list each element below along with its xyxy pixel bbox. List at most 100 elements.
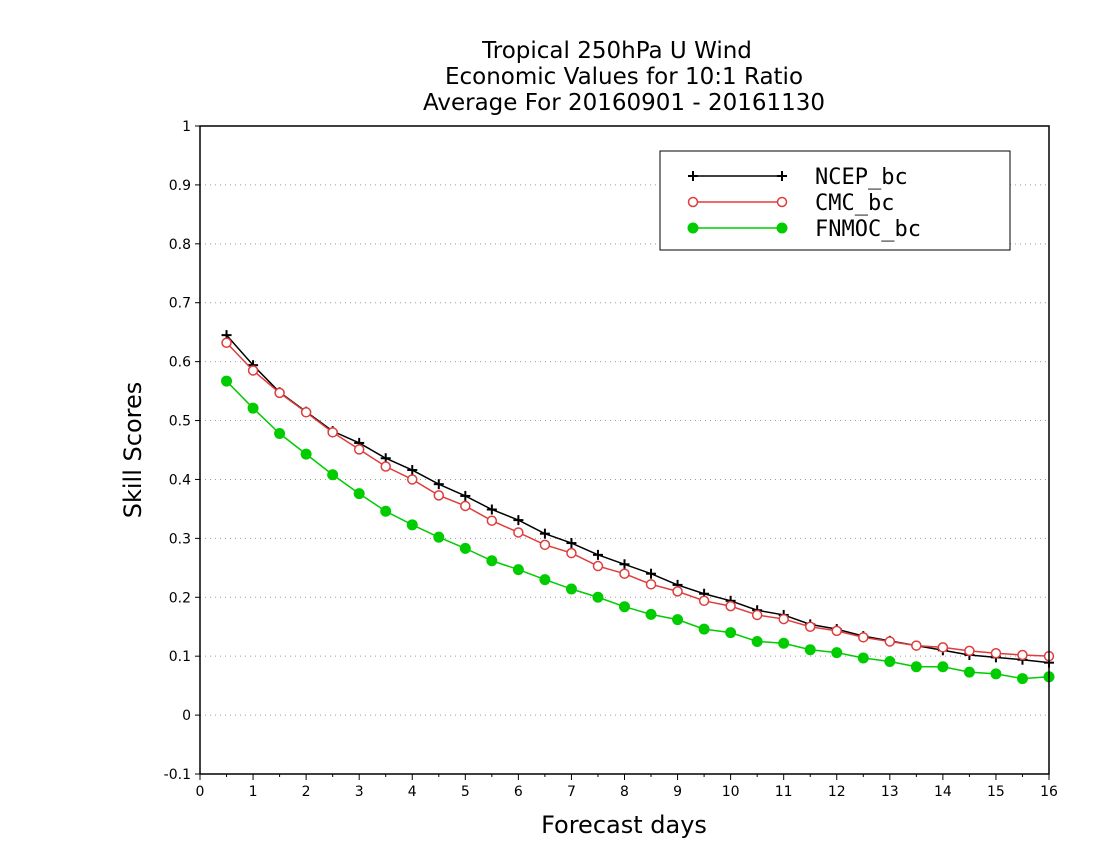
title-line-2: Economic Values for 10:1 Ratio xyxy=(445,64,803,90)
x-tick-label: 5 xyxy=(461,784,470,800)
data-point-cmc-bc xyxy=(433,490,445,501)
legend-label: NCEP_bc xyxy=(815,165,908,190)
legend-marker xyxy=(777,171,787,181)
data-point-cmc-bc xyxy=(751,609,763,621)
data-point-fnmoc-bc xyxy=(274,428,286,440)
data-point-fnmoc-bc xyxy=(300,448,312,460)
y-tick-label: 0 xyxy=(182,708,191,724)
y-tick-label: 0.9 xyxy=(169,178,191,194)
x-tick-label: 14 xyxy=(934,784,952,800)
data-point-fnmoc-bc xyxy=(247,402,259,414)
legend-marker xyxy=(687,196,699,208)
legend-marker xyxy=(688,171,698,181)
y-tick-label: 0.1 xyxy=(169,649,191,665)
x-tick-label: 9 xyxy=(673,784,682,800)
data-point-cmc-bc xyxy=(1017,649,1028,661)
data-point-fnmoc-bc xyxy=(831,647,843,659)
data-point-fnmoc-bc xyxy=(406,519,418,531)
data-point-cmc-bc xyxy=(672,586,683,597)
y-tick-label: -0.1 xyxy=(164,767,191,783)
data-point-fnmoc-bc xyxy=(1016,673,1028,685)
data-point-fnmoc-bc xyxy=(512,564,524,576)
data-point-cmc-bc xyxy=(353,444,365,455)
data-point-cmc-bc xyxy=(937,642,949,653)
chart-title: Tropical 250hPa U Wind Economic Values f… xyxy=(423,38,825,116)
data-point-fnmoc-bc xyxy=(433,531,445,543)
series-cmc-bc xyxy=(221,337,1055,662)
data-point-cmc-bc xyxy=(486,515,498,526)
x-tick-label: 1 xyxy=(249,784,258,800)
x-tick-label: 12 xyxy=(828,784,846,800)
series-line-cmc-bc xyxy=(225,342,1050,657)
legend-label: CMC_bc xyxy=(815,191,894,216)
y-tick-label: 0.7 xyxy=(169,296,191,312)
legend-item-cmc-bc: CMC_bc xyxy=(687,191,894,216)
data-point-cmc-bc xyxy=(804,621,816,632)
data-point-cmc-bc xyxy=(831,625,842,637)
legend-box xyxy=(659,150,1011,251)
data-point-fnmoc-bc xyxy=(804,644,816,656)
data-point-fnmoc-bc xyxy=(884,655,896,667)
data-point-fnmoc-bc xyxy=(910,661,922,673)
x-tick-label: 6 xyxy=(514,784,523,800)
data-point-cmc-bc xyxy=(884,636,896,647)
data-point-fnmoc-bc xyxy=(725,627,737,639)
data-point-fnmoc-bc xyxy=(459,542,471,554)
y-tick-label: 0.5 xyxy=(169,414,191,430)
legend-marker xyxy=(776,196,788,208)
data-point-ncep-bc xyxy=(460,490,471,501)
y-tick-label: 0.8 xyxy=(169,237,191,253)
data-point-cmc-bc xyxy=(566,547,577,559)
x-tick-label: 15 xyxy=(987,784,1005,800)
data-point-fnmoc-bc xyxy=(619,601,630,613)
data-point-ncep-bc xyxy=(513,515,524,526)
data-point-cmc-bc xyxy=(964,645,975,657)
x-axis: 0 1 2 3 4 5 6 7 8 9 10 11 12 13 14 15 16 xyxy=(196,774,1058,800)
data-point-ncep-bc xyxy=(407,465,418,476)
x-tick-label: 16 xyxy=(1040,784,1058,800)
x-tick-label: 3 xyxy=(355,784,364,800)
series-ncep-bc xyxy=(221,330,1054,668)
data-point-ncep-bc xyxy=(486,504,497,515)
data-point-fnmoc-bc xyxy=(221,375,233,387)
data-point-cmc-bc xyxy=(858,632,869,643)
data-point-cmc-bc xyxy=(247,365,259,376)
data-point-fnmoc-bc xyxy=(486,555,498,567)
x-tick-label: 0 xyxy=(196,784,205,800)
data-point-ncep-bc xyxy=(433,479,444,490)
data-point-cmc-bc xyxy=(274,387,285,399)
legend-marker xyxy=(687,222,699,234)
data-point-fnmoc-bc xyxy=(963,666,975,678)
data-point-fnmoc-bc xyxy=(592,591,604,603)
data-point-cmc-bc xyxy=(460,500,471,512)
data-point-ncep-bc xyxy=(566,538,577,549)
y-axis-label: Skill Scores xyxy=(119,382,147,519)
data-point-fnmoc-bc xyxy=(698,623,710,635)
data-point-cmc-bc xyxy=(911,640,922,651)
y-tick-label: 0.2 xyxy=(169,590,191,606)
data-point-fnmoc-bc xyxy=(645,608,657,620)
data-point-cmc-bc xyxy=(539,539,551,551)
data-point-cmc-bc xyxy=(407,474,418,485)
data-point-fnmoc-bc xyxy=(857,652,869,664)
x-tick-label: 13 xyxy=(881,784,899,800)
x-tick-label: 7 xyxy=(567,784,576,800)
x-tick-label: 4 xyxy=(408,784,417,800)
series-fnmoc-bc xyxy=(221,375,1055,685)
data-point-ncep-bc xyxy=(646,568,657,579)
data-point-cmc-bc xyxy=(592,560,604,572)
x-tick-label: 10 xyxy=(722,784,740,800)
data-point-fnmoc-bc xyxy=(327,469,339,481)
grid-lines xyxy=(200,184,1049,716)
legend-marker xyxy=(776,222,788,234)
data-point-cmc-bc xyxy=(327,427,338,438)
y-tick-label: 1 xyxy=(182,119,191,135)
legend-label: FNMOC_bc xyxy=(815,217,921,242)
data-point-fnmoc-bc xyxy=(751,635,763,647)
data-point-fnmoc-bc xyxy=(565,583,577,595)
x-tick-label: 2 xyxy=(302,784,311,800)
data-point-fnmoc-bc xyxy=(778,637,790,649)
